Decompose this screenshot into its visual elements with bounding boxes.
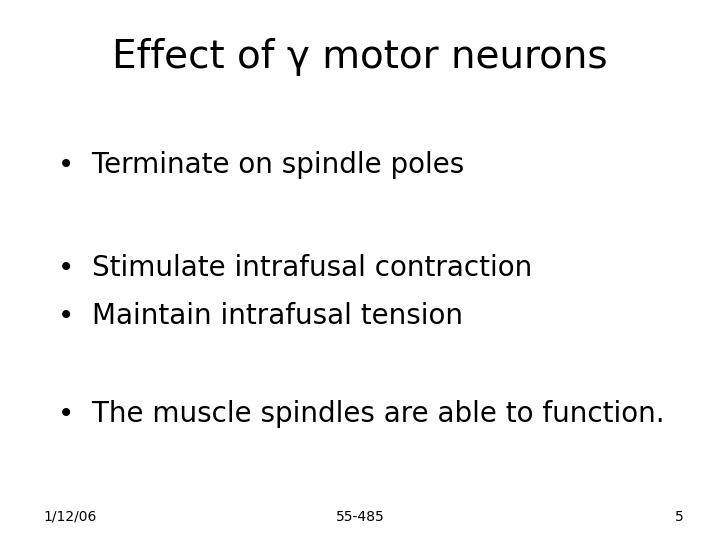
- Text: •  Stimulate intrafusal contraction: • Stimulate intrafusal contraction: [58, 254, 532, 282]
- Text: 55-485: 55-485: [336, 510, 384, 524]
- Text: 5: 5: [675, 510, 684, 524]
- Text: •  Terminate on spindle poles: • Terminate on spindle poles: [58, 151, 464, 179]
- Text: •  Maintain intrafusal tension: • Maintain intrafusal tension: [58, 302, 463, 330]
- Text: 1/12/06: 1/12/06: [43, 510, 96, 524]
- Text: Effect of γ motor neurons: Effect of γ motor neurons: [112, 38, 608, 76]
- Text: •  The muscle spindles are able to function.: • The muscle spindles are able to functi…: [58, 400, 665, 428]
